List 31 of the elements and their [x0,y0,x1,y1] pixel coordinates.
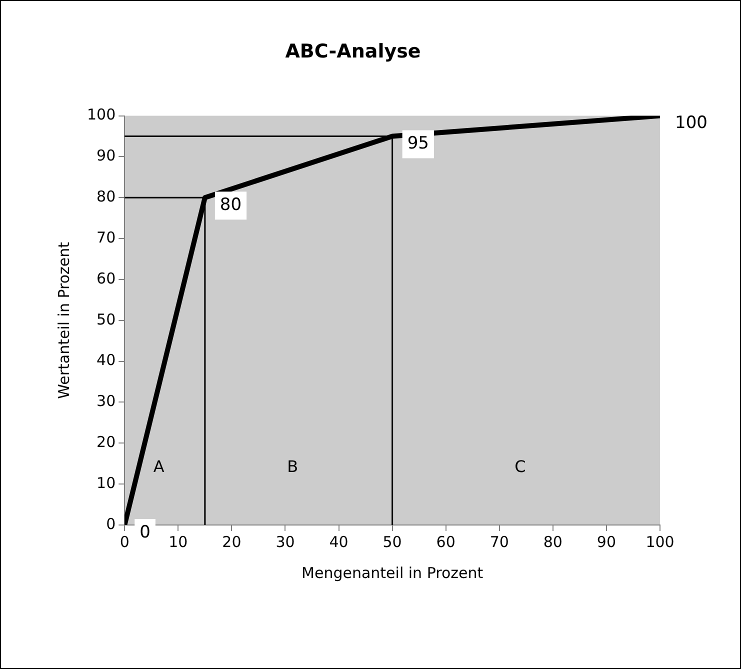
x-tick-label: 20 [222,532,242,551]
y-tick-label: 50 [96,310,116,328]
x-tick-label: 90 [596,532,616,551]
x-tick-label: 70 [490,532,509,551]
y-tick-label: 70 [96,228,116,246]
y-tick-label: 100 [86,106,116,124]
x-tick-label: 80 [543,532,562,551]
data-label: 95 [407,134,429,154]
y-axis-title: Wertanteil in Prozent [54,242,73,399]
x-axis-title: Mengenanteil in Prozent [302,564,484,582]
chart-title: ABC-Analyse [285,40,421,62]
annotation: A [153,457,164,476]
annotation: C [514,457,526,476]
y-tick-label: 90 [96,146,116,165]
y-tick-label: 80 [96,188,116,206]
x-tick-label: 10 [168,532,188,551]
x-tick-label: 40 [329,532,348,551]
y-tick-label: 10 [96,474,116,492]
y-tick-label: 20 [96,433,116,452]
data-label: 80 [220,195,242,216]
y-tick-label: 0 [106,514,116,533]
x-tick-label: 100 [646,532,674,551]
y-tick-label: 30 [96,392,116,410]
x-tick-label: 60 [436,532,456,551]
x-tick-label: 50 [382,532,402,551]
x-tick-label: 30 [276,532,295,551]
y-tick-label: 60 [96,269,116,288]
annotation: B [287,457,298,476]
x-tick-label: 0 [120,532,130,551]
y-tick-label: 40 [96,351,116,370]
data-label: 100 [675,113,708,134]
